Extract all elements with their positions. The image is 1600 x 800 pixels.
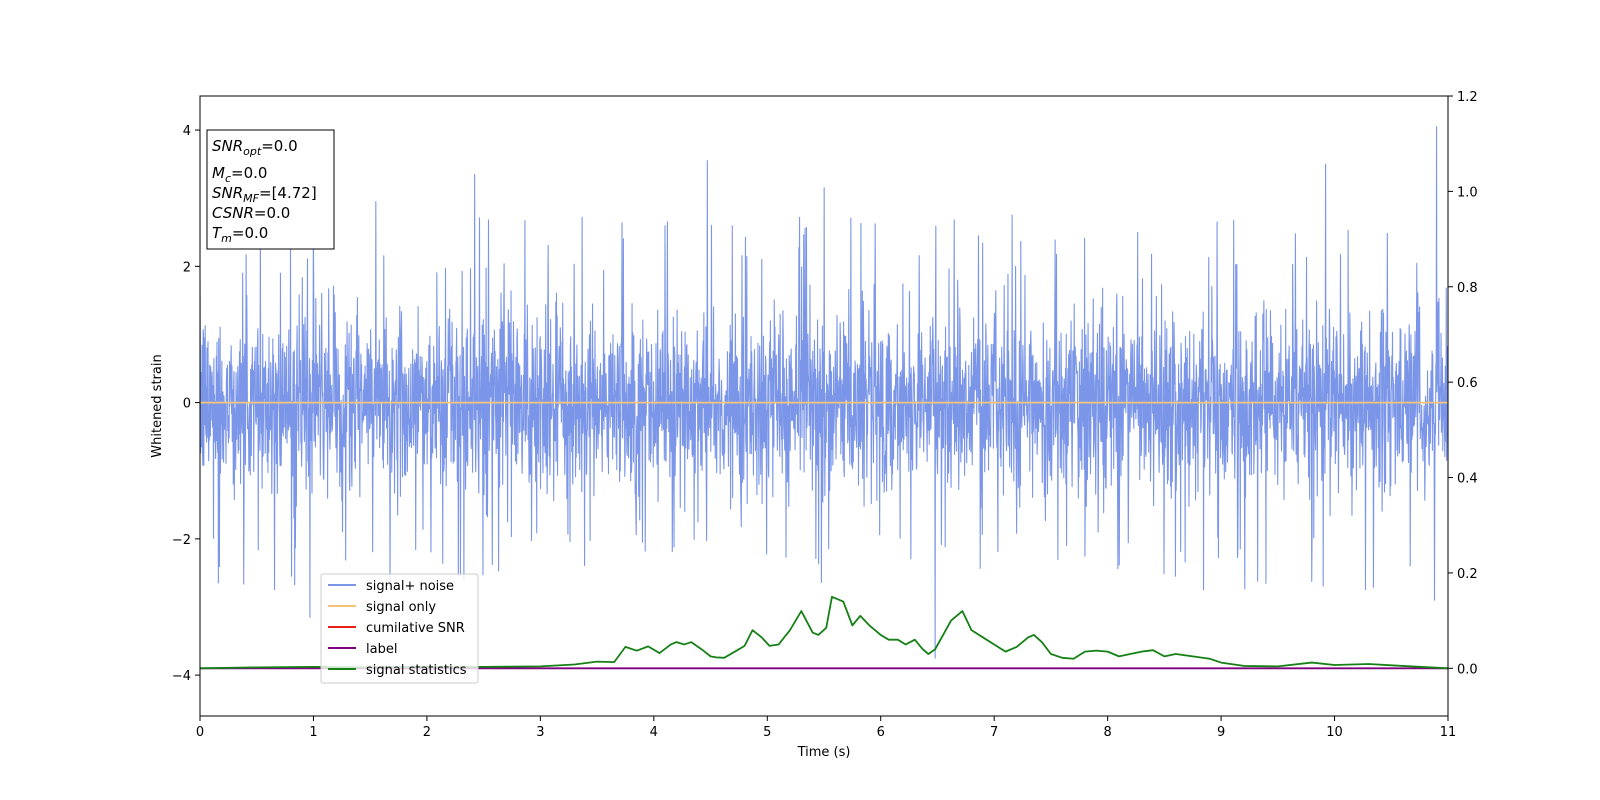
x-tick-label: 2 bbox=[423, 725, 431, 740]
y-tick-label: 4 bbox=[183, 124, 191, 139]
y-tick-label: −4 bbox=[172, 669, 191, 684]
info-line: Tm=0.0 bbox=[212, 224, 268, 245]
info-line: Mc=0.0 bbox=[212, 164, 267, 185]
x-tick-label: 1 bbox=[309, 725, 317, 740]
x-tick-label: 3 bbox=[536, 725, 544, 740]
axes: 0 1 2 3 4 5 6 7 8 9 10 11 −4 −2 0 2 4 0.0 0.2 0.4 0.6 0.8 1.0 1… bbox=[172, 90, 1478, 740]
legend-label: signal only bbox=[366, 600, 436, 615]
y-tick-label: 2 bbox=[183, 260, 191, 275]
y-right-tick-label: 0.2 bbox=[1457, 567, 1478, 582]
y-right-tick-label: 0.4 bbox=[1457, 472, 1478, 487]
legend-label: signal+ noise bbox=[366, 579, 454, 594]
x-tick-label: 0 bbox=[196, 725, 204, 740]
series-line-4 bbox=[200, 595, 1448, 670]
legend: signal+ noise signal only cumilative SNR la… bbox=[320, 573, 479, 684]
info-line: SNRopt=0.0 bbox=[212, 137, 298, 158]
y-tick-label: −2 bbox=[172, 533, 191, 548]
legend-label: cumilative SNR bbox=[366, 621, 465, 636]
y-right-tick-label: 1.0 bbox=[1457, 185, 1478, 200]
x-tick-label: 11 bbox=[1440, 725, 1457, 740]
legend-frame bbox=[320, 573, 479, 684]
y-right-tick-label: 0.6 bbox=[1457, 376, 1478, 391]
y-right-tick-label: 0.0 bbox=[1457, 662, 1478, 677]
info-line: CSNR=0.0 bbox=[212, 204, 290, 222]
y-axis-label: Whitened strain bbox=[150, 354, 165, 457]
x-tick-label: 10 bbox=[1326, 725, 1343, 740]
x-tick-label: 9 bbox=[1217, 725, 1225, 740]
y-tick-label: 0 bbox=[183, 397, 191, 412]
x-tick-label: 5 bbox=[763, 725, 771, 740]
legend-label: label bbox=[366, 642, 397, 657]
x-tick-label: 6 bbox=[877, 725, 885, 740]
x-tick-label: 4 bbox=[650, 725, 658, 740]
y-right-tick-label: 1.2 bbox=[1457, 90, 1478, 105]
legend-label: signal statistics bbox=[366, 663, 467, 678]
plot-frame bbox=[199, 95, 1449, 717]
y-right-tick-label: 0.8 bbox=[1457, 281, 1478, 296]
series-line-signal-noise bbox=[200, 126, 1448, 659]
x-tick-label: 7 bbox=[990, 725, 998, 740]
info-box-frame bbox=[206, 129, 335, 250]
x-tick-label: 8 bbox=[1103, 725, 1111, 740]
x-axis-label: Time (s) bbox=[797, 745, 851, 760]
info-line: SNRMF=[4.72] bbox=[212, 184, 317, 205]
